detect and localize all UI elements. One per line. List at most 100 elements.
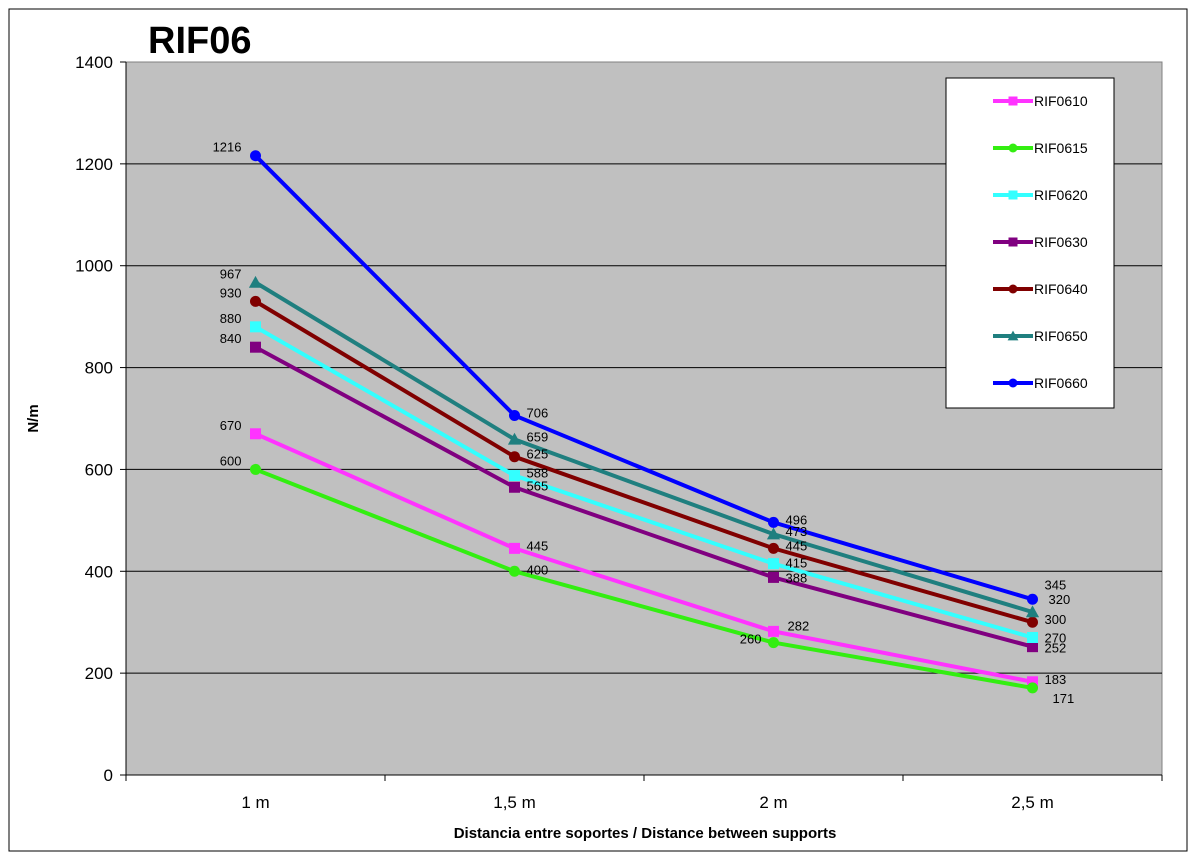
data-point <box>768 637 779 649</box>
legend-item-RIF0615: RIF0615 <box>993 140 1088 156</box>
data-label: 171 <box>1053 691 1075 706</box>
y-tick-label: 800 <box>85 359 113 378</box>
data-point <box>509 542 520 554</box>
legend-marker <box>1008 143 1018 153</box>
data-label: 388 <box>786 570 808 585</box>
legend-item-RIF0650: RIF0650 <box>993 328 1088 344</box>
x-tick-label: 1 m <box>241 793 269 812</box>
legend-marker <box>1008 284 1018 294</box>
legend-item-RIF0620: RIF0620 <box>993 187 1088 203</box>
legend-marker <box>1008 237 1018 247</box>
y-axis-title: N/m <box>25 404 42 432</box>
x-tick-label: 2,5 m <box>1011 793 1054 812</box>
legend-item-RIF0640: RIF0640 <box>993 281 1088 297</box>
data-point <box>250 341 261 353</box>
legend-label: RIF0660 <box>1034 375 1088 391</box>
legend-label: RIF0630 <box>1034 234 1088 250</box>
data-point <box>250 295 261 307</box>
data-point <box>766 527 781 540</box>
data-label: 400 <box>527 562 549 577</box>
data-point <box>1027 641 1038 653</box>
x-axis-title: Distancia entre soportes / Distance betw… <box>454 825 837 842</box>
data-point <box>509 481 520 493</box>
series-line <box>254 431 1033 684</box>
legend-item-RIF0660: RIF0660 <box>993 375 1088 391</box>
data-label: 880 <box>220 311 242 326</box>
data-point <box>250 150 261 162</box>
series-RIF0620 <box>250 321 1038 643</box>
legend-item-RIF0610: RIF0610 <box>993 93 1088 109</box>
data-point <box>1027 631 1038 643</box>
x-tick-label: 1,5 m <box>493 793 536 812</box>
data-label: 473 <box>786 524 808 539</box>
legend-marker <box>1008 190 1018 200</box>
series-line <box>254 280 1034 614</box>
series-RIF0660 <box>250 150 1038 605</box>
data-point <box>768 558 779 570</box>
data-point <box>1027 676 1038 688</box>
series-line <box>254 345 1034 649</box>
data-label: 706 <box>527 405 549 420</box>
data-label: 320 <box>1049 592 1071 607</box>
data-point <box>250 463 261 475</box>
series-layer <box>248 150 1040 694</box>
data-point <box>250 321 261 333</box>
data-point <box>509 409 520 421</box>
data-point <box>1027 593 1038 605</box>
data-point <box>248 275 263 288</box>
data-point <box>1027 682 1038 694</box>
series-RIF0640 <box>250 295 1038 628</box>
data-label: 600 <box>220 453 242 468</box>
data-label: 445 <box>786 538 808 553</box>
series-line <box>254 154 1034 602</box>
data-label: 625 <box>527 447 549 462</box>
data-point <box>509 470 520 482</box>
series-line <box>254 467 1033 690</box>
series-RIF0610 <box>250 428 1038 688</box>
series-RIF0650 <box>248 275 1040 618</box>
series-RIF0615 <box>250 463 1038 694</box>
legend-marker <box>1008 96 1018 106</box>
legend-marker <box>1007 330 1019 341</box>
data-label: 282 <box>788 618 810 633</box>
data-label: 967 <box>220 267 242 282</box>
data-label: 415 <box>786 556 808 571</box>
data-label: 1216 <box>213 140 242 155</box>
data-point <box>1025 605 1040 618</box>
x-tick-label: 2 m <box>759 793 787 812</box>
y-tick-label: 400 <box>85 562 113 581</box>
data-label: 183 <box>1045 672 1067 687</box>
y-tick-label: 1200 <box>75 155 113 174</box>
legend-label: RIF0650 <box>1034 328 1088 344</box>
series-line <box>254 299 1034 625</box>
legend: RIF0610 RIF0615 RIF0620 RIF0630 RIF0640 RIF06… <box>945 77 1115 409</box>
legend-marker <box>1008 378 1018 388</box>
data-label: 445 <box>527 538 549 553</box>
data-label: 270 <box>1045 630 1067 645</box>
series-RIF0630 <box>250 341 1038 653</box>
data-point <box>507 432 522 445</box>
chart-title: RIF06 <box>148 20 251 62</box>
series-line <box>254 325 1034 640</box>
data-label: 659 <box>527 429 549 444</box>
data-point <box>509 451 520 463</box>
data-labels: 670 445 282 183 600 400 260 171 880 588 415 270 840 5… <box>213 140 1075 706</box>
legend-item-RIF0630: RIF0630 <box>993 234 1088 250</box>
y-tick-label: 200 <box>85 664 113 683</box>
legend-label: RIF0620 <box>1034 187 1088 203</box>
axes: 0 200 400 600 800 1000 1200 1400 1 m 1,5 m 2 m 2,5 … <box>75 53 1163 812</box>
data-label: 670 <box>220 418 242 433</box>
data-point <box>768 516 779 528</box>
data-label: 252 <box>1045 641 1067 656</box>
data-label: 840 <box>220 331 242 346</box>
data-label: 930 <box>220 285 242 300</box>
data-point <box>1027 616 1038 628</box>
data-label: 588 <box>527 466 549 481</box>
data-point <box>768 625 779 637</box>
y-tick-label: 600 <box>85 460 113 479</box>
data-label: 260 <box>740 632 762 647</box>
y-tick-label: 1400 <box>75 53 113 72</box>
data-point <box>509 565 520 577</box>
